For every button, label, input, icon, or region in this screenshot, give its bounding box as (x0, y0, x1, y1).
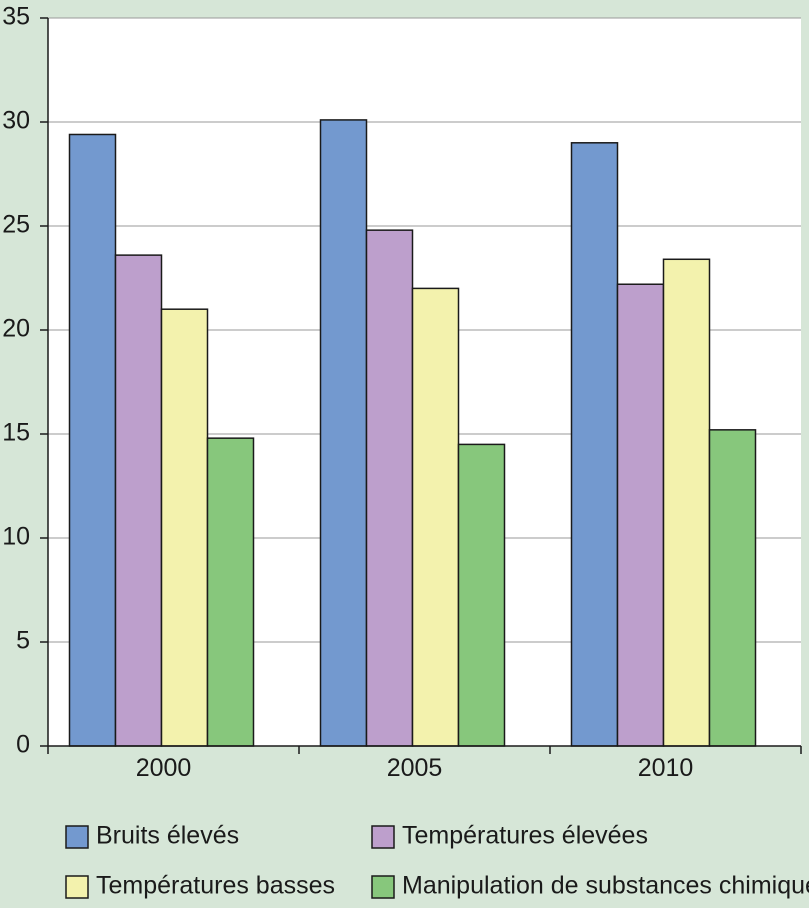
bar (570, 142, 619, 747)
bar (68, 133, 117, 747)
bar (114, 254, 163, 747)
bar (319, 119, 368, 747)
bar (206, 437, 255, 747)
legend-label: Bruits élevés (96, 822, 239, 850)
y-tick-label: 0 (16, 731, 30, 759)
bar (662, 258, 711, 747)
y-tick-label: 15 (2, 419, 30, 447)
legend-swatch (65, 825, 89, 849)
y-tick-label: 5 (16, 627, 30, 655)
bar (616, 283, 665, 747)
bar (457, 443, 506, 747)
legend-swatch (371, 875, 395, 899)
bar (411, 287, 460, 747)
legend-swatch (371, 825, 395, 849)
bar (160, 308, 209, 747)
legend-label: Températures basses (96, 872, 335, 900)
y-tick-label: 10 (2, 523, 30, 551)
axes (40, 17, 802, 754)
legend-label: Températures élevées (402, 822, 648, 850)
x-tick-label: 2010 (638, 754, 694, 782)
y-tick-label: 30 (2, 107, 30, 135)
legend-label: Manipulation de substances chimiques (402, 872, 809, 900)
y-tick-labels: 0 5 10 15 20 25 30 35 (2, 3, 30, 759)
y-tick-label: 25 (2, 211, 30, 239)
legend-swatch (65, 875, 89, 899)
bar (365, 229, 414, 747)
legend: Bruits élevés Températures élevées Tempéra… (65, 822, 809, 900)
x-tick-label: 2000 (136, 754, 192, 782)
y-tick-label: 35 (2, 3, 30, 31)
y-tick-label: 20 (2, 315, 30, 343)
x-tick-labels: 2000 2005 2010 (136, 754, 694, 782)
x-tick-label: 2005 (387, 754, 443, 782)
bar (708, 429, 757, 747)
